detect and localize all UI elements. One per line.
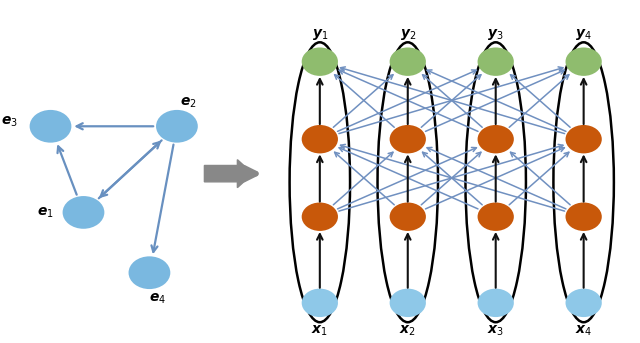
Circle shape bbox=[566, 47, 602, 76]
Circle shape bbox=[129, 256, 170, 289]
Circle shape bbox=[477, 289, 514, 317]
Circle shape bbox=[477, 202, 514, 231]
Circle shape bbox=[390, 47, 426, 76]
Circle shape bbox=[301, 202, 338, 231]
Text: $\boldsymbol{y}_{1}$: $\boldsymbol{y}_{1}$ bbox=[312, 27, 328, 43]
Text: $\boldsymbol{e}_{4}$: $\boldsymbol{e}_{4}$ bbox=[149, 291, 166, 306]
FancyArrow shape bbox=[204, 159, 253, 188]
Circle shape bbox=[566, 202, 602, 231]
Circle shape bbox=[390, 289, 426, 317]
Text: $\boldsymbol{y}_{2}$: $\boldsymbol{y}_{2}$ bbox=[399, 27, 416, 43]
Text: $\boldsymbol{e}_{2}$: $\boldsymbol{e}_{2}$ bbox=[180, 95, 196, 110]
Text: $\boldsymbol{x}_{1}$: $\boldsymbol{x}_{1}$ bbox=[312, 324, 328, 338]
Circle shape bbox=[477, 125, 514, 153]
Circle shape bbox=[63, 196, 104, 229]
Text: $\boldsymbol{x}_{3}$: $\boldsymbol{x}_{3}$ bbox=[487, 324, 504, 338]
Text: $\boldsymbol{e}_{3}$: $\boldsymbol{e}_{3}$ bbox=[1, 115, 18, 129]
Circle shape bbox=[390, 202, 426, 231]
Circle shape bbox=[29, 110, 72, 143]
Circle shape bbox=[390, 125, 426, 153]
Text: $\boldsymbol{x}_{2}$: $\boldsymbol{x}_{2}$ bbox=[399, 324, 416, 338]
Circle shape bbox=[477, 47, 514, 76]
Circle shape bbox=[566, 289, 602, 317]
Text: $\boldsymbol{y}_{4}$: $\boldsymbol{y}_{4}$ bbox=[575, 27, 592, 43]
Circle shape bbox=[566, 125, 602, 153]
Circle shape bbox=[301, 289, 338, 317]
Text: $\boldsymbol{e}_{1}$: $\boldsymbol{e}_{1}$ bbox=[36, 205, 53, 220]
Circle shape bbox=[301, 125, 338, 153]
Circle shape bbox=[301, 47, 338, 76]
Circle shape bbox=[156, 110, 198, 143]
Text: $\boldsymbol{x}_{4}$: $\boldsymbol{x}_{4}$ bbox=[575, 324, 592, 338]
Text: $\boldsymbol{y}_{3}$: $\boldsymbol{y}_{3}$ bbox=[488, 27, 504, 43]
